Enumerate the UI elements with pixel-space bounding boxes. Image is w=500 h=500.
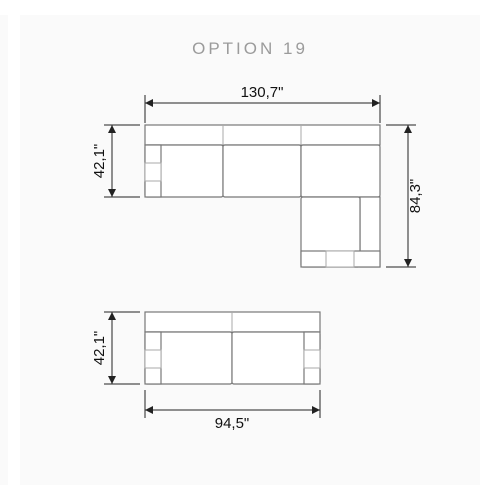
dim-left-sofa: 42,1"	[91, 312, 140, 384]
dim-left-sofa-label: 42,1"	[91, 331, 108, 366]
dim-top-label: 130,7"	[241, 85, 284, 101]
sectional-drawing: 130,7" 42,1" 84,3"	[90, 85, 430, 275]
dim-bottom-sofa-label: 94,5"	[215, 415, 250, 432]
dim-left-label: 42,1"	[91, 144, 108, 179]
option-title: OPTION 19	[20, 39, 480, 59]
sofa-body	[145, 312, 320, 384]
left-strip	[0, 15, 8, 485]
dim-right: 84,3"	[386, 125, 424, 267]
dim-left: 42,1"	[91, 125, 140, 197]
sectional-body	[145, 125, 380, 267]
diagram-panel: OPTION 19 130,7" 42,1" 84,3"	[20, 15, 480, 485]
dim-top: 130,7"	[145, 85, 380, 123]
dim-bottom-sofa: 94,5"	[145, 390, 320, 432]
sofa-drawing: 42,1" 94,5"	[90, 300, 430, 460]
dim-right-label: 84,3"	[407, 179, 424, 214]
